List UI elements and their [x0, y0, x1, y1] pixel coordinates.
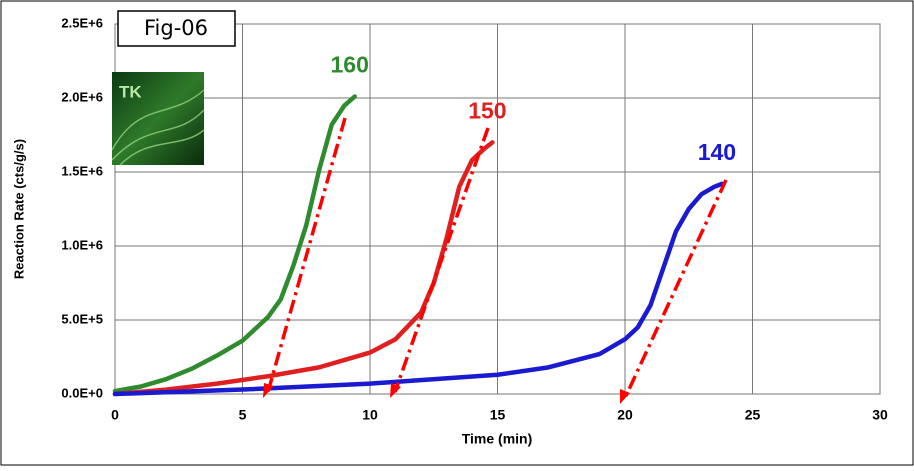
series-label: 140 — [698, 139, 736, 165]
series-label: 160 — [331, 52, 369, 78]
y-tick-label: 1.0E+6 — [61, 237, 103, 252]
logo-art — [111, 89, 205, 166]
arrow-head — [263, 383, 274, 398]
x-tick-label: 15 — [490, 407, 506, 423]
arrow-heads — [263, 383, 630, 404]
y-tick-label: 1.5E+6 — [61, 163, 103, 178]
y-tick-label: 0.0E+0 — [61, 385, 103, 400]
annotation: Fig-06 — [144, 16, 208, 40]
y-tick-label: 2.5E+6 — [61, 15, 103, 30]
x-tick-label: 5 — [239, 407, 247, 423]
series-line — [112, 140, 495, 397]
y-tick-label: 5.0E+5 — [61, 311, 103, 326]
x-tick-label: 30 — [872, 407, 888, 423]
series-line — [112, 94, 357, 394]
arrow-head — [620, 389, 630, 404]
x-tick-label: 0 — [111, 407, 119, 423]
arrow — [393, 127, 490, 393]
x-tick-label: 10 — [362, 407, 378, 423]
series-line — [112, 181, 725, 397]
series-label: 150 — [468, 97, 506, 123]
arrow — [266, 117, 347, 393]
arrow — [623, 179, 728, 399]
annotation-box — [117, 10, 236, 47]
y-tick-label: 2.0E+6 — [61, 89, 103, 104]
arrows — [266, 117, 728, 399]
logo-text: TK — [119, 82, 142, 101]
x-tick-label: 25 — [745, 407, 761, 423]
logo — [112, 72, 204, 165]
x-tick-label: 20 — [617, 407, 633, 423]
arrow-head — [390, 383, 401, 398]
x-axis-title: Time (min) — [462, 431, 533, 447]
y-axis-title: Reaction Rate (cts/g/s) — [11, 139, 26, 279]
